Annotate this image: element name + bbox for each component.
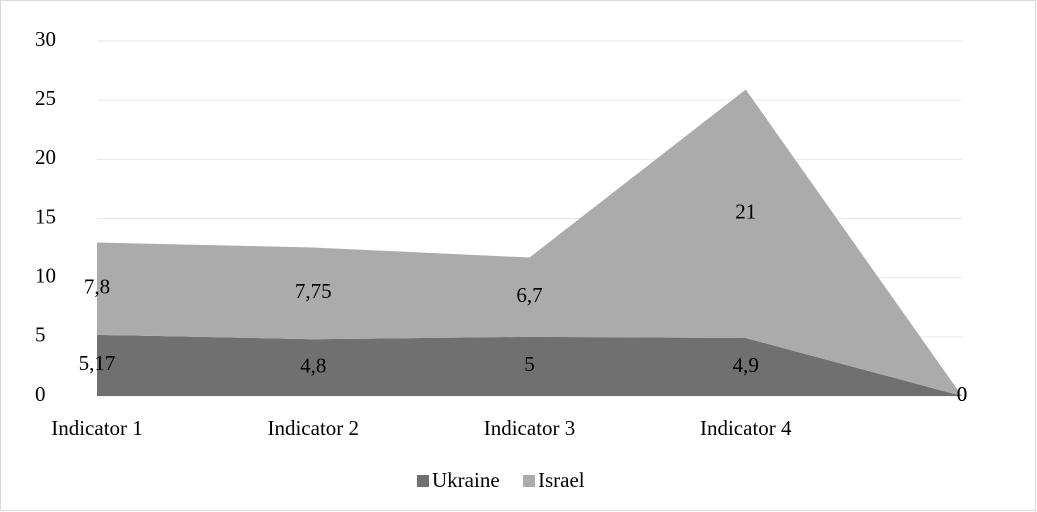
y-tick-label: 10: [35, 263, 56, 287]
y-tick-label: 30: [35, 27, 56, 51]
data-label: 5,17: [79, 351, 116, 375]
legend-swatch: [417, 475, 429, 487]
y-tick-label: 15: [35, 204, 56, 228]
legend-swatch: [523, 475, 535, 487]
area: [97, 334, 962, 396]
data-label: 4,9: [733, 353, 759, 377]
area: [97, 89, 962, 397]
data-label: 0: [957, 382, 968, 406]
x-tick-label: Indicator 2: [267, 416, 359, 440]
legend-label: Ukraine: [432, 468, 500, 492]
x-tick-label: Indicator 3: [484, 416, 576, 440]
y-tick-label: 5: [35, 323, 46, 347]
legend-label: Israel: [538, 468, 585, 492]
data-label: 6,7: [516, 283, 542, 307]
x-tick-label: Indicator 1: [51, 416, 143, 440]
data-label: 0: [957, 382, 968, 406]
data-label: 7,8: [84, 274, 110, 298]
data-label: 5: [524, 352, 535, 376]
y-tick-label: 20: [35, 145, 56, 169]
data-label: 4,8: [300, 353, 326, 377]
y-tick-label: 0: [35, 382, 46, 406]
data-label: 21: [735, 200, 756, 224]
x-tick-label: Indicator 4: [700, 416, 792, 440]
data-label: 7,75: [295, 279, 332, 303]
y-tick-label: 25: [35, 86, 56, 110]
